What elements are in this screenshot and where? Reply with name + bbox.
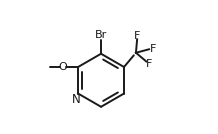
- Text: F: F: [150, 44, 156, 54]
- Text: N: N: [72, 93, 81, 106]
- Text: O: O: [58, 62, 67, 72]
- Text: Br: Br: [95, 30, 107, 40]
- Text: F: F: [134, 31, 141, 41]
- Text: F: F: [146, 59, 152, 69]
